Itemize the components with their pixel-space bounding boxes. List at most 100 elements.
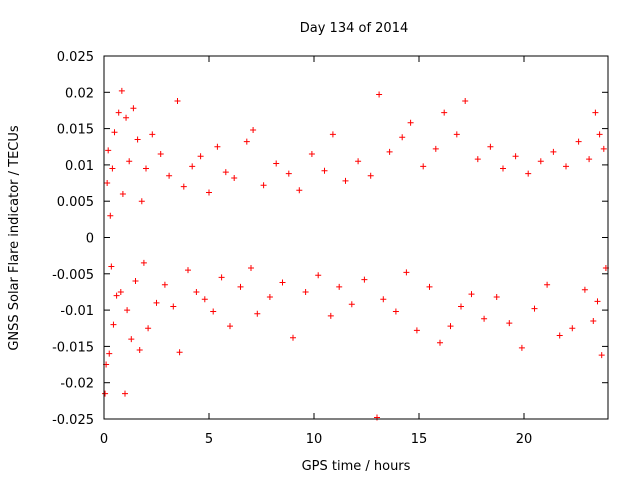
data-point xyxy=(525,170,532,177)
data-point xyxy=(296,187,303,194)
data-point xyxy=(336,283,343,290)
data-point xyxy=(218,274,225,281)
data-point xyxy=(374,414,380,421)
data-point xyxy=(248,264,254,271)
data-point xyxy=(161,281,168,288)
data-point xyxy=(342,177,349,184)
data-point xyxy=(590,317,597,324)
plot-frame xyxy=(103,55,609,420)
data-point xyxy=(104,180,111,187)
y-tick-label: -0.015 xyxy=(52,340,94,355)
data-point xyxy=(581,286,588,293)
x-axis-label: GPS time / hours xyxy=(302,459,411,474)
data-point xyxy=(279,279,286,286)
data-point xyxy=(145,325,152,332)
data-point xyxy=(237,283,244,290)
y-tick-label: 0.02 xyxy=(65,86,94,101)
data-point xyxy=(124,307,131,314)
x-tick-label: 15 xyxy=(411,432,428,447)
data-point xyxy=(185,267,191,274)
data-point xyxy=(113,292,120,299)
data-point xyxy=(426,283,433,290)
data-point xyxy=(136,347,143,354)
data-point xyxy=(110,321,117,328)
data-point xyxy=(206,189,212,196)
data-point xyxy=(487,143,494,150)
data-point xyxy=(180,183,187,190)
data-point xyxy=(468,291,475,298)
data-point xyxy=(210,308,217,315)
data-point xyxy=(126,158,133,165)
y-tick-label: -0.02 xyxy=(60,377,94,392)
data-point xyxy=(222,169,229,176)
data-point xyxy=(227,323,233,330)
data-point xyxy=(481,315,488,322)
data-point xyxy=(500,165,506,172)
data-point xyxy=(176,349,183,356)
data-point xyxy=(170,303,177,310)
data-point xyxy=(413,327,420,334)
data-point xyxy=(149,131,156,138)
data-point xyxy=(399,134,406,141)
data-point xyxy=(130,105,137,112)
data-point xyxy=(197,153,204,160)
data-point xyxy=(531,305,538,312)
data-point xyxy=(392,308,399,315)
y-tick-label: 0.015 xyxy=(57,123,94,138)
y-axis: -0.025 -0.02 -0.015 -0.01 -0.005 0 0.005 0.01 0.… xyxy=(52,50,608,428)
data-point xyxy=(107,212,114,219)
data-point xyxy=(537,158,544,165)
data-point xyxy=(105,147,112,154)
chart-title: Day 134 of 2014 xyxy=(300,21,409,36)
data-point xyxy=(563,163,569,170)
data-point xyxy=(556,332,563,339)
data-point xyxy=(243,138,250,145)
data-point xyxy=(250,127,257,134)
data-point xyxy=(598,352,605,359)
data-point xyxy=(453,131,460,138)
data-point xyxy=(458,303,464,310)
y-tick-label: -0.01 xyxy=(60,304,94,319)
data-point xyxy=(123,114,130,121)
data-point xyxy=(569,325,576,332)
data-point xyxy=(329,131,336,138)
data-point xyxy=(447,323,454,330)
data-point xyxy=(432,145,439,152)
x-tick-label: 0 xyxy=(100,432,108,447)
y-tick-label: -0.005 xyxy=(52,268,94,283)
data-point xyxy=(117,288,124,295)
data-point xyxy=(157,151,164,158)
data-point xyxy=(327,312,334,319)
x-tick-label: 10 xyxy=(306,432,323,447)
data-point xyxy=(437,339,443,346)
data-point xyxy=(380,296,387,303)
y-tick-label: 0.005 xyxy=(57,195,94,210)
data-point xyxy=(111,129,118,136)
x-tick-label: 5 xyxy=(205,432,213,447)
y-tick-label: 0.01 xyxy=(65,159,94,174)
data-point xyxy=(118,87,125,94)
data-point xyxy=(600,145,607,152)
data-point xyxy=(550,148,557,155)
data-point xyxy=(386,148,393,155)
data-point xyxy=(407,119,414,126)
data-point xyxy=(254,310,261,317)
y-axis-label: GNSS Solar Flare indicator / TECUs xyxy=(7,125,22,351)
data-point xyxy=(575,138,582,145)
data-point xyxy=(143,165,149,172)
data-point xyxy=(493,294,500,301)
x-axis: 0 5 10 15 20 xyxy=(100,56,532,447)
y-tick-label: 0.025 xyxy=(57,50,94,65)
data-point xyxy=(376,91,383,98)
data-point xyxy=(348,301,355,308)
data-point xyxy=(462,98,469,105)
data-point xyxy=(108,263,115,270)
data-point xyxy=(512,153,519,160)
data-point xyxy=(266,294,273,301)
data-point xyxy=(231,174,238,181)
data-point xyxy=(506,320,513,327)
data-point xyxy=(132,278,139,285)
data-point xyxy=(201,296,208,303)
data-point xyxy=(441,109,448,116)
